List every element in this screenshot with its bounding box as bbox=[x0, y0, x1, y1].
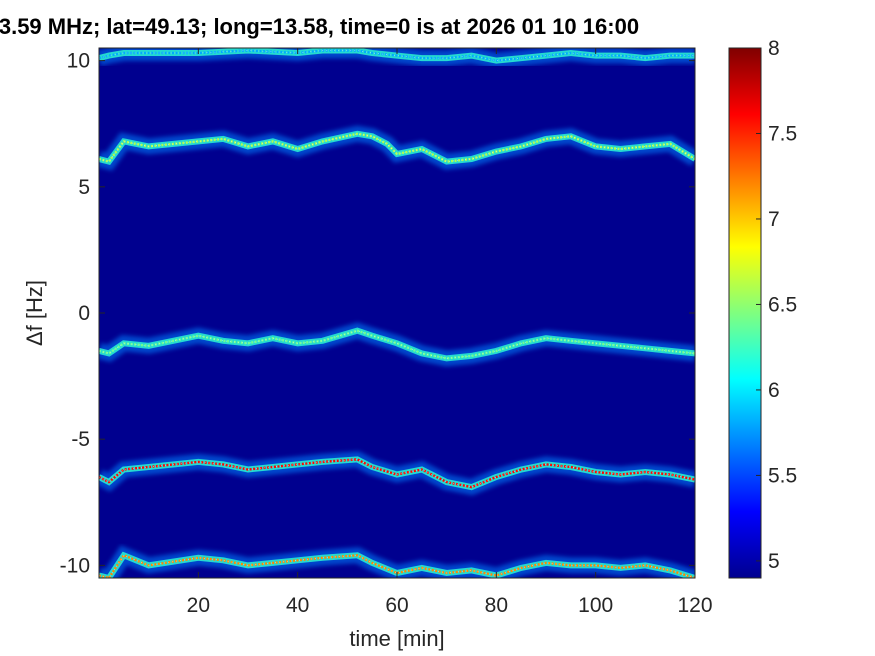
trace-core-center bbox=[99, 329, 695, 360]
trace-highlight-lower bbox=[99, 458, 695, 488]
chart-title-text: =3.59 MHz; lat=49.13; long=13.58, time=0… bbox=[0, 14, 640, 39]
plot-area bbox=[99, 48, 695, 578]
colorbar-axis: 8 7.5 7 6.5 6 5.5 5 bbox=[756, 37, 797, 573]
y-tick-label: -5 bbox=[71, 428, 90, 451]
y-axis: 10 5 0 -5 -10 bbox=[60, 50, 695, 577]
y-axis-label: Δf [Hz] bbox=[22, 280, 47, 346]
x-tick-label: 60 bbox=[385, 594, 408, 617]
y-tick-label: -10 bbox=[60, 554, 90, 577]
x-axis-label: time [min] bbox=[349, 626, 444, 651]
colorbar-tick-label: 6.5 bbox=[768, 293, 797, 316]
x-tick-label: 20 bbox=[187, 594, 210, 617]
colorbar-tick-label: 7.5 bbox=[768, 122, 797, 145]
chart-title: =3.59 MHz; lat=49.13; long=13.58, time=0… bbox=[0, 14, 875, 44]
y-tick-label: 0 bbox=[78, 302, 90, 325]
colorbar bbox=[728, 47, 762, 579]
colorbar-tick-label: 5.5 bbox=[768, 464, 797, 487]
x-tick-label: 120 bbox=[677, 594, 712, 617]
y-tick-label: 5 bbox=[78, 176, 90, 199]
trace-highlight-top bbox=[99, 50, 695, 62]
x-axis: 20 40 60 80 100 120 bbox=[187, 48, 713, 617]
trace-highlight-bottom bbox=[99, 554, 695, 578]
colorbar-tick-label: 6 bbox=[768, 379, 780, 402]
x-tick-label: 100 bbox=[578, 594, 613, 617]
x-tick-label: 80 bbox=[485, 594, 508, 617]
x-tick-label: 40 bbox=[286, 594, 309, 617]
trace-core-upper bbox=[99, 132, 695, 163]
trace-group bbox=[99, 48, 695, 578]
colorbar-tick-label: 8 bbox=[768, 37, 780, 60]
colorbar-tick-label: 5 bbox=[768, 550, 780, 573]
y-tick-label: 10 bbox=[67, 50, 90, 73]
colorbar-tick-label: 7 bbox=[768, 208, 780, 231]
